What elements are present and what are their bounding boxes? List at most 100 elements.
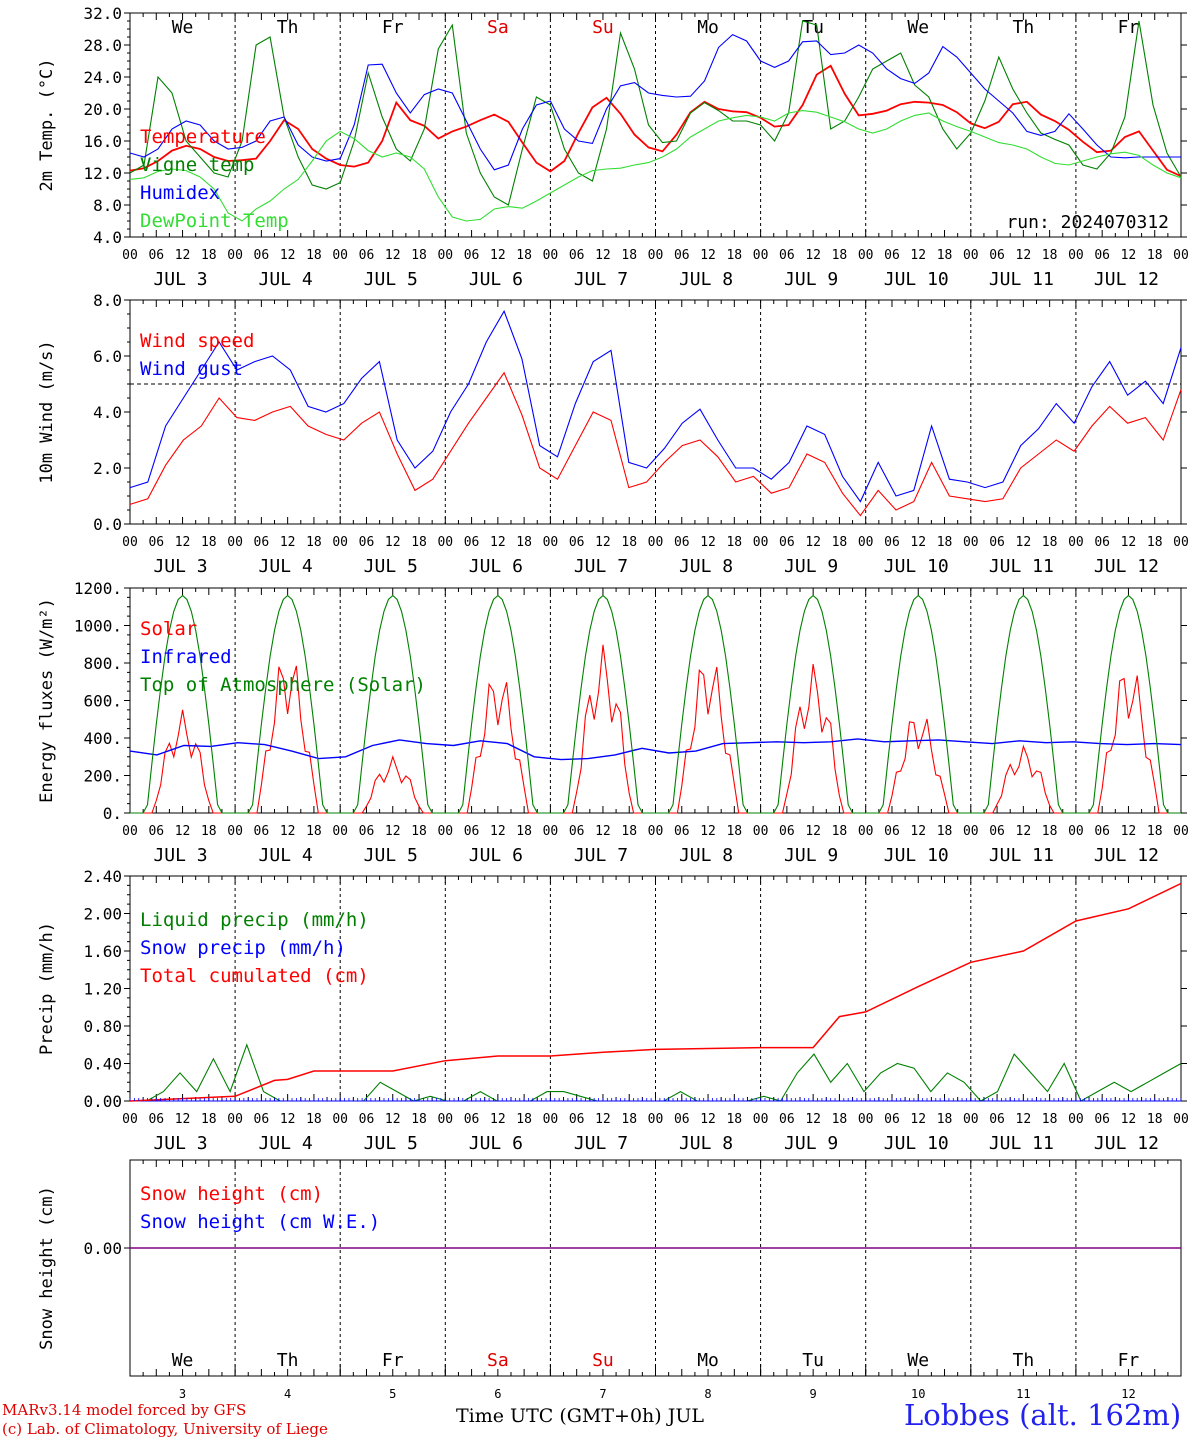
hour-tick-label: 00	[332, 824, 348, 839]
legend-entry: DewPoint Temp	[140, 210, 289, 232]
hour-tick-label: 06	[674, 248, 690, 263]
hour-tick-label: 00	[648, 248, 664, 263]
dewpoint-temp-series	[129, 110, 1182, 222]
y-tick-label: 8.0	[93, 291, 122, 310]
hour-tick-label: 18	[201, 248, 217, 263]
humidex-series	[129, 33, 1181, 171]
hour-tick-label: 18	[1042, 248, 1058, 263]
hour-tick-label: 12	[175, 824, 191, 839]
day-number-label: 5	[389, 1387, 396, 1401]
hour-tick-label: 18	[201, 1112, 217, 1127]
y-tick-label: 4.0	[93, 228, 122, 247]
hour-tick-label: 06	[1094, 248, 1110, 263]
hour-tick-label: 12	[490, 535, 506, 550]
hour-tick-label: 06	[674, 1112, 690, 1127]
hour-tick-label: 00	[437, 248, 453, 263]
day-number-label: 10	[911, 1387, 925, 1401]
day-number-label: 7	[599, 1387, 606, 1401]
legend-entry: Snow height (cm)	[140, 1183, 323, 1205]
y-axis-title: 2m Temp. (°C)	[37, 58, 57, 191]
day-label: JUL 12	[1094, 845, 1159, 866]
y-tick-label: 12.0	[83, 164, 122, 183]
hour-tick-label: 06	[779, 824, 795, 839]
weekday-label: We	[907, 1350, 929, 1371]
panel-5: 0.00 Snow height (cm) We 3 Th 4 Fr 5 Sa 6 Su 7 Mo 8 Tu…	[37, 1159, 1182, 1401]
credit-line-1: MARv3.14 model forced by GFS	[2, 1401, 247, 1419]
hour-tick-label: 00	[1173, 824, 1189, 839]
day-label: JUL 10	[884, 556, 949, 577]
hour-tick-label: 06	[464, 535, 480, 550]
hour-tick-label: 12	[805, 248, 821, 263]
day-label: JUL 12	[1094, 1133, 1159, 1154]
hour-tick-label: 12	[175, 1112, 191, 1127]
legend-entry: Wind gust	[140, 358, 243, 380]
y-tick-label: 0.00	[83, 1239, 122, 1258]
hour-tick-label: 00	[858, 824, 874, 839]
hour-tick-label: 06	[148, 248, 164, 263]
day-label: JUL 12	[1094, 556, 1159, 577]
legend-entry: Liquid precip (mm/h)	[140, 909, 369, 931]
hour-tick-label: 18	[306, 1112, 322, 1127]
hour-tick-label: 12	[280, 535, 296, 550]
hour-tick-label: 00	[437, 535, 453, 550]
day-label: JUL 5	[364, 845, 418, 866]
hour-tick-label: 06	[779, 248, 795, 263]
day-number-label: 3	[179, 1387, 186, 1401]
hour-tick-label: 18	[1042, 535, 1058, 550]
legend-entry: Total cumulated (cm)	[140, 965, 369, 987]
day-label: JUL 3	[153, 845, 207, 866]
day-label: JUL 11	[989, 1133, 1054, 1154]
y-tick-label: 6.0	[93, 347, 122, 366]
day-label: JUL 10	[884, 845, 949, 866]
y-tick-label: 0.0	[93, 515, 122, 534]
hour-tick-label: 12	[385, 535, 401, 550]
hour-tick-label: 06	[464, 248, 480, 263]
panel-2: 0.0 2.0 4.0 6.0 8.0 10m Wind (m/s) 00 06 12 18 JUL…	[37, 291, 1189, 577]
hour-tick-label: 00	[227, 535, 243, 550]
hour-tick-label: 00	[332, 248, 348, 263]
day-label: JUL 6	[469, 1133, 523, 1154]
hour-tick-label: 06	[148, 1112, 164, 1127]
hour-tick-label: 06	[884, 1112, 900, 1127]
hour-tick-label: 00	[963, 824, 979, 839]
day-label: JUL 7	[574, 556, 628, 577]
hour-tick-label: 00	[122, 248, 138, 263]
hour-tick-label: 18	[832, 535, 848, 550]
hour-tick-label: 18	[621, 824, 637, 839]
hour-tick-label: 00	[753, 824, 769, 839]
weekday-label: Fr	[382, 17, 404, 38]
y-axis-title: Precip (mm/h)	[37, 922, 57, 1055]
day-label: JUL 9	[784, 556, 838, 577]
weekday-label: Fr	[1118, 1350, 1140, 1371]
weekday-label: Th	[277, 17, 299, 38]
hour-tick-label: 18	[621, 1112, 637, 1127]
hour-tick-label: 06	[464, 1112, 480, 1127]
hour-tick-label: 06	[148, 535, 164, 550]
hour-tick-label: 12	[280, 824, 296, 839]
hour-tick-label: 18	[726, 535, 742, 550]
hour-tick-label: 06	[569, 824, 585, 839]
day-label: JUL 3	[153, 269, 207, 290]
hour-tick-label: 12	[700, 824, 716, 839]
hour-tick-label: 00	[437, 1112, 453, 1127]
weekday-label: Sa	[487, 17, 509, 38]
hour-tick-label: 18	[306, 535, 322, 550]
hour-tick-label: 12	[1016, 248, 1032, 263]
hour-tick-label: 12	[700, 535, 716, 550]
weekday-label: Tu	[802, 17, 824, 38]
y-tick-label: 32.0	[83, 4, 122, 23]
hour-tick-label: 06	[359, 1112, 375, 1127]
y-tick-label: 2.40	[83, 867, 122, 886]
hour-tick-label: 12	[1121, 824, 1137, 839]
day-label: JUL 4	[259, 556, 313, 577]
hour-tick-label: 00	[227, 1112, 243, 1127]
legend-entry: Humidex	[140, 182, 220, 204]
hour-tick-label: 18	[201, 824, 217, 839]
y-tick-label: 8.0	[93, 196, 122, 215]
hour-tick-label: 00	[1068, 248, 1084, 263]
hour-tick-label: 12	[805, 1112, 821, 1127]
weekday-label: Tu	[802, 1350, 824, 1371]
hour-tick-label: 12	[490, 248, 506, 263]
hour-tick-label: 00	[648, 1112, 664, 1127]
hour-tick-label: 00	[753, 1112, 769, 1127]
